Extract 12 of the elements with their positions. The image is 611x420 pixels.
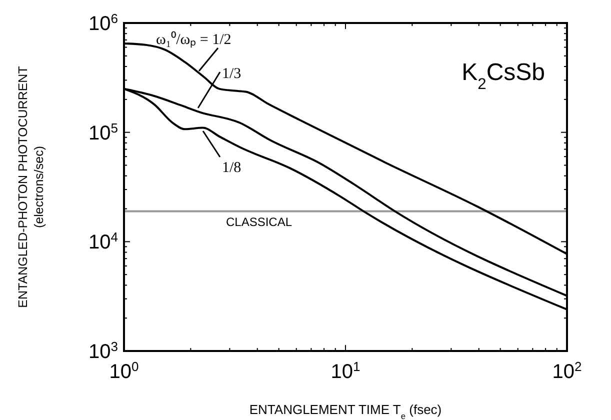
legend-label: ω₁⁰/ωₚ = 1/2 — [156, 31, 232, 48]
x-axis-title: ENTANGLEMENT TIME T$_{e}$ (fsec) — [249, 402, 442, 420]
y-tick-label: 10$^{4}$ — [88, 229, 118, 254]
legend-label: 1/8 — [222, 160, 242, 176]
y-tick-label: 10$^{6}$ — [88, 10, 118, 35]
y-tick-label: 10$^{5}$ — [88, 120, 118, 144]
legend-label: 1/3 — [222, 66, 242, 82]
x-tick-label: 10$^{1}$ — [330, 358, 360, 383]
x-tick-label: 10$^{2}$ — [552, 358, 582, 383]
ref-line-label: CLASSICAL — [226, 215, 292, 230]
y-axis-title: ENTANGLED-PHOTON PHOTOCURRENT (electrons/sec) — [16, 66, 46, 308]
annotation: K$_{2}$CsSb — [462, 59, 545, 92]
